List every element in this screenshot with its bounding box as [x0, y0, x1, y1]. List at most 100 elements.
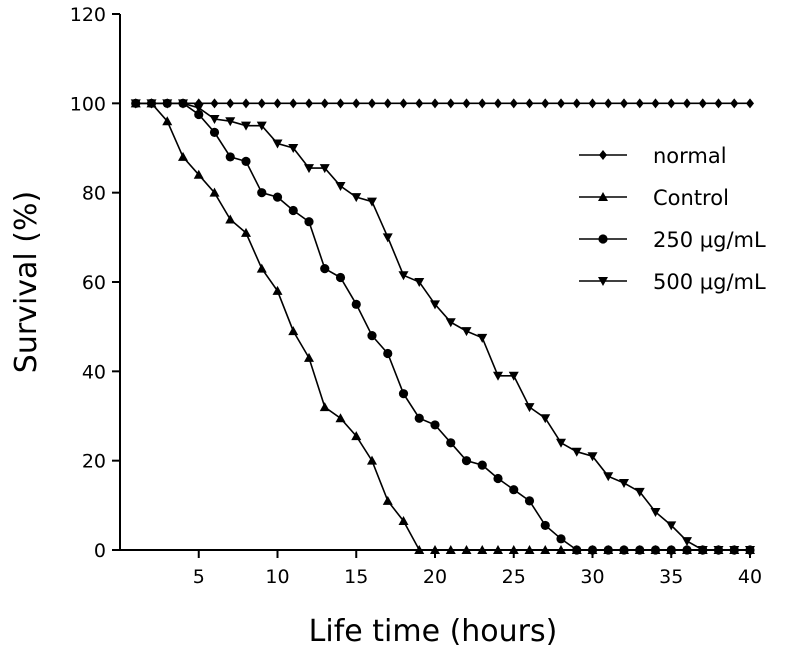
data-point — [415, 98, 424, 109]
data-point — [587, 452, 598, 462]
y-tick-label: 100 — [70, 93, 106, 115]
data-point — [445, 545, 456, 554]
plot-area — [130, 98, 755, 555]
data-point — [524, 403, 535, 413]
data-point — [399, 98, 408, 109]
data-point — [367, 331, 377, 341]
data-point — [162, 116, 173, 126]
data-point — [635, 545, 645, 555]
data-point — [320, 98, 329, 109]
data-point — [477, 460, 487, 470]
data-point — [162, 99, 173, 109]
data-point — [225, 152, 235, 162]
data-point — [604, 98, 613, 109]
data-point — [493, 473, 503, 484]
data-point — [493, 371, 503, 381]
data-point — [620, 98, 628, 109]
data-point — [713, 546, 724, 555]
data-point — [382, 495, 393, 505]
data-point — [272, 285, 283, 295]
data-point — [508, 371, 519, 381]
data-point — [209, 114, 220, 124]
legend-label: 250 μg/mL — [653, 228, 766, 252]
legend-item: 250 μg/mL — [579, 228, 766, 252]
data-point — [683, 98, 691, 109]
data-point — [130, 99, 141, 109]
data-point — [368, 98, 376, 109]
data-point — [304, 164, 314, 174]
data-point — [745, 546, 755, 555]
data-point — [241, 227, 251, 237]
series-3 — [130, 99, 755, 555]
data-point — [351, 193, 362, 203]
y-tick-label: 0 — [94, 540, 106, 562]
data-point — [698, 98, 707, 109]
series-line — [135, 102, 750, 551]
x-axis-title: Life time (hours) — [309, 614, 558, 649]
data-point — [242, 98, 250, 109]
data-point — [257, 188, 267, 198]
data-point — [682, 537, 692, 547]
x-tick-label: 10 — [265, 566, 289, 588]
legend-label: 500 μg/mL — [653, 270, 766, 294]
data-point — [461, 456, 472, 466]
data-point — [335, 413, 346, 423]
data-point — [383, 348, 393, 359]
data-point — [288, 144, 299, 153]
data-point — [351, 431, 362, 441]
data-point — [430, 420, 440, 430]
data-point — [572, 98, 581, 109]
data-point — [178, 151, 188, 161]
data-point — [714, 98, 723, 109]
data-point — [430, 300, 440, 310]
data-point — [430, 545, 440, 554]
data-point — [272, 139, 283, 149]
data-point — [210, 98, 219, 109]
data-point — [730, 98, 739, 109]
data-point — [650, 545, 661, 555]
series-line — [135, 102, 750, 551]
data-point — [414, 545, 425, 554]
data-point — [288, 326, 299, 336]
data-point — [178, 99, 188, 109]
data-point — [540, 414, 551, 424]
data-point — [571, 447, 582, 457]
data-point — [667, 98, 676, 109]
data-point — [446, 438, 456, 448]
data-point — [446, 98, 455, 109]
legend-marker — [599, 150, 607, 160]
y-tick-label: 40 — [82, 361, 106, 383]
series-0 — [131, 98, 754, 109]
series-line — [135, 102, 750, 551]
data-point — [304, 352, 314, 362]
data-point — [431, 98, 439, 109]
data-point — [556, 534, 566, 544]
y-tick-label: 80 — [82, 183, 106, 205]
data-point — [634, 487, 645, 497]
data-point — [320, 264, 330, 274]
data-point — [619, 479, 629, 488]
data-point — [257, 98, 266, 109]
data-point — [414, 413, 424, 423]
data-point — [572, 545, 582, 555]
x-tick-label: 25 — [502, 566, 526, 588]
data-point — [540, 520, 550, 531]
data-point — [478, 98, 487, 109]
data-point — [193, 103, 204, 113]
data-point — [194, 109, 204, 120]
data-point — [241, 156, 251, 166]
data-point — [305, 98, 313, 109]
data-point — [336, 98, 345, 109]
x-tick-label: 30 — [580, 566, 604, 588]
data-point — [477, 333, 488, 343]
data-point — [524, 545, 535, 554]
legend-marker — [598, 277, 608, 286]
data-point — [556, 545, 566, 554]
data-point — [509, 485, 519, 495]
x-tick-label: 5 — [193, 566, 205, 588]
data-point — [445, 318, 456, 328]
x-tick-label: 40 — [738, 566, 762, 588]
data-point — [508, 545, 519, 554]
legend-label: Control — [653, 186, 729, 210]
legend-item: Control — [579, 186, 729, 210]
